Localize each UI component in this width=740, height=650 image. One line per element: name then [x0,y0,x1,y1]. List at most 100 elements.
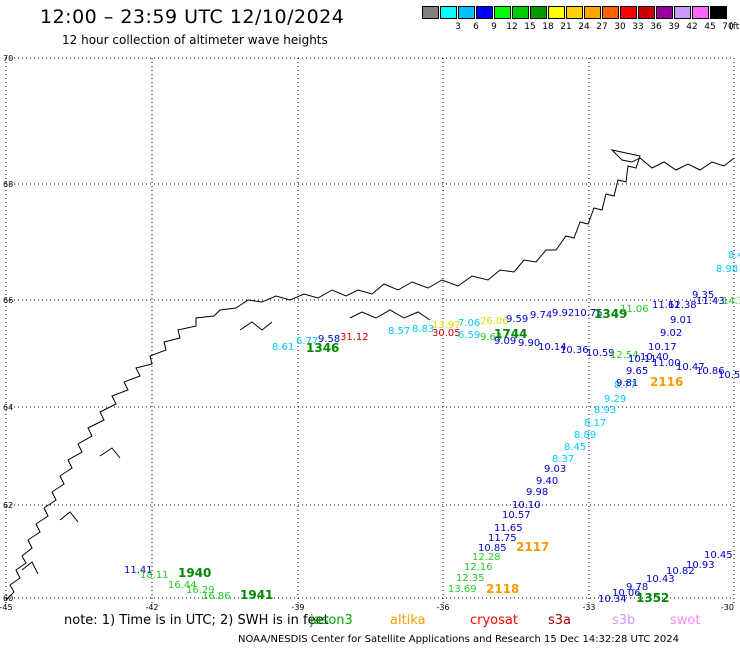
wave-height-label: 10.82 [666,566,695,577]
wave-height-label: 11.43 [696,296,725,307]
lat-tick-label: 68 [3,180,13,189]
legend-unit: (ft) [729,22,740,32]
satellite-jason3: jason3 [310,613,353,628]
wave-height-label: 10.43 [646,574,675,585]
wave-height-label: 9.81 [616,378,638,389]
map-subtitle: 12 hour collection of altimeter wave hei… [62,33,328,47]
satellite-swot: swot [670,613,701,628]
legend-swatch [548,6,565,19]
wave-height-label: 11.41 [124,565,153,576]
legend-label: 24 [578,22,590,32]
wave-height-label: 6.77 [296,336,318,347]
wave-height-label: 6.59 [458,330,480,341]
wave-height-label: 11.61 [652,300,681,311]
wave-height-label: 8.77 [614,380,636,391]
legend-label: 6 [473,22,479,32]
coastal-islands [21,309,431,575]
wave-height-label: 18.11 [140,570,169,581]
wave-height-label: 16.29 [186,585,215,596]
wave-height-label: 10.10 [512,500,541,511]
wave-height-label: 12.35 [456,573,485,584]
wave-height-label: 9.92 [552,308,574,319]
wave-height-label: 8.45 [564,442,586,453]
pass-time-label: 1744 [494,327,527,341]
wave-height-label: 11.06 [620,304,649,315]
wave-height-label: 8.37 [552,454,574,465]
wave-height-label: 9.35 [692,290,714,301]
wave-height-label: 10.57 [502,510,531,521]
wave-height-label: 8.98 [716,264,738,275]
wave-height-label: 10.06 [612,588,641,599]
wave-height-label: 10.59 [586,348,615,359]
wave-height-label: 8.93 [594,405,616,416]
lat-tick-label: 60 [3,594,13,603]
wave-height-label: 8.61 [272,342,294,353]
wave-height-label: 9.90 [518,338,540,349]
wave-height-label: 9.59 [506,314,528,325]
lon-tick-label: -42 [145,603,158,612]
satellite-altika: altika [390,613,426,628]
legend-swatch [476,6,493,19]
wave-height-label: 9.98 [526,487,548,498]
wave-height-label: 12.54 [610,350,639,361]
legend-label: 39 [668,22,680,32]
legend-label: 21 [560,22,572,32]
legend-label: 42 [686,22,698,32]
pass-time-label: 1349 [594,307,627,321]
legend-swatch [494,6,511,19]
legend-label: 45 [704,22,716,32]
legend-label: 30 [614,22,626,32]
lat-tick-label: 64 [3,403,13,412]
legend-swatch [512,6,529,19]
wave-height-label: 12.28 [472,552,501,563]
wave-height-label: 10.36 [560,345,589,356]
map-title: 12:00 – 23:59 UTC 12/10/2024 [40,6,345,28]
wave-height-label: 13.97 [432,320,461,331]
legend-label: 18 [542,22,554,32]
legend-swatch [656,6,673,19]
wave-height-label: 30.05 [432,328,461,339]
lon-tick-label: -45 [0,603,13,612]
wave-height-label: 26.06 [480,316,509,327]
wave-height-label: 9.02 [660,328,682,339]
greenland-coastline [5,149,735,601]
pass-time-label: 2118 [486,582,519,596]
wave-height-label: 10.5 [718,370,740,381]
satellite-cryosat: cryosat [470,613,518,628]
wave-height-label: 8.89 [574,430,596,441]
wave-height-label: 8.57 [388,326,410,337]
wave-height-label: 10.93 [686,560,715,571]
wave-height-label: 9.01 [670,315,692,326]
wave-height-label: 14.3 [722,296,740,307]
legend-swatch [602,6,619,19]
wave-height-label: 7.06 [458,318,480,329]
wave-height-label: 9.40 [536,476,558,487]
axis-tick-labels: 70 68 66 64 62 60-45 -42 -39 -36 -33 -30 [0,54,734,612]
wave-height-label: 13.69 [448,584,477,595]
pass-time-label: 2117 [516,540,549,554]
wave-height-label: 10.47 [676,362,705,373]
lon-tick-label: -36 [436,603,449,612]
legend-label: 9 [491,22,497,32]
legend-swatch [458,6,475,19]
wave-height-label: 10.17 [648,342,677,353]
satellite-s3b: s3b [612,613,636,628]
pass-time-label: 1941 [240,588,273,602]
wave-height-label: 10.86 [696,366,725,377]
lon-tick-label: -30 [721,603,734,612]
pass-time-label: 1940 [178,566,211,580]
legend-swatch [692,6,709,19]
legend-label: 3 [455,22,461,32]
lat-tick-label: 66 [3,296,13,305]
wave-height-label: 8.17 [584,418,606,429]
wave-height-label: 11.65 [494,523,523,534]
graticule [5,57,735,605]
legend-swatch [530,6,547,19]
legend-swatch [620,6,637,19]
wave-height-label: 8.83 [412,324,434,335]
wave-height-label: 9.58 [318,334,340,345]
lat-tick-label: 70 [3,54,13,63]
legend-swatch [566,6,583,19]
legend-label: 33 [632,22,644,32]
